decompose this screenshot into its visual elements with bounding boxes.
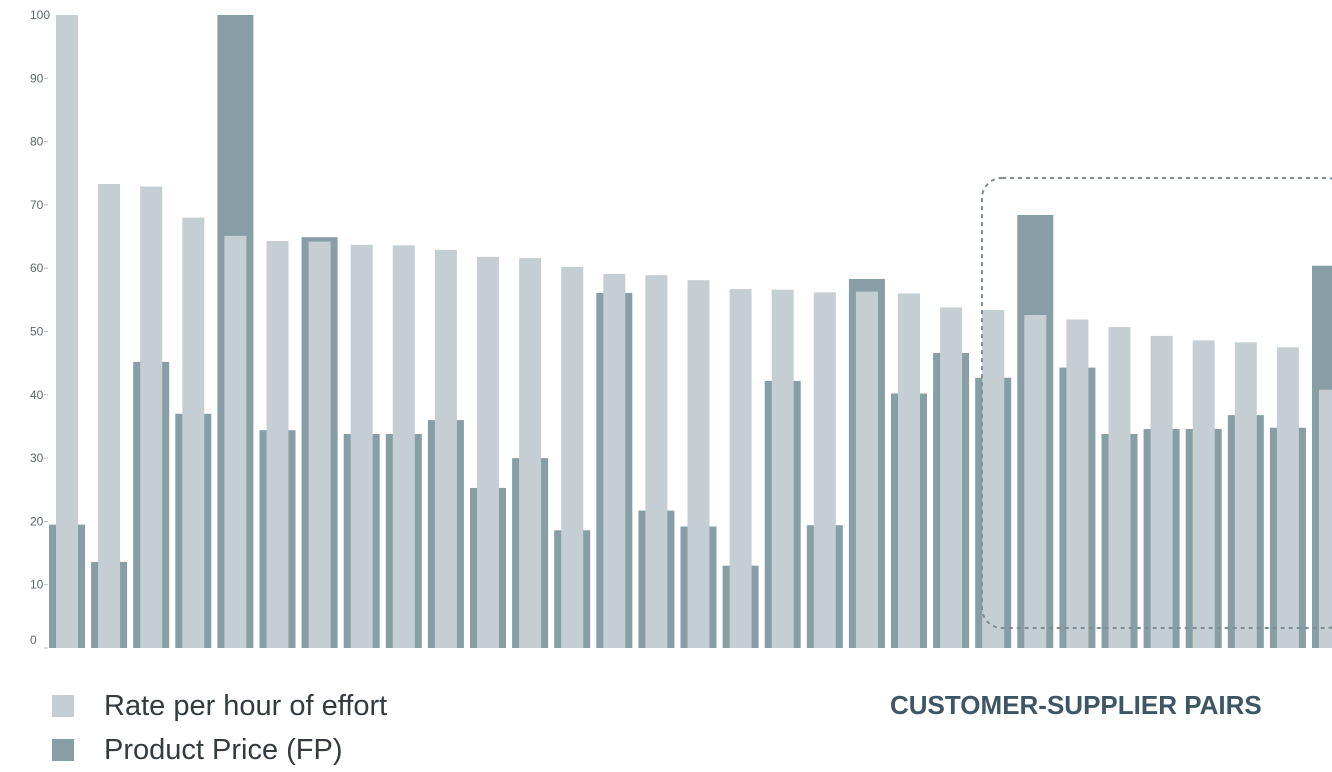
legend-swatch-price [52, 739, 74, 761]
bar-rate-per-hour [813, 292, 836, 648]
bar-rate-per-hour [308, 241, 331, 648]
bar-rate-per-hour [266, 241, 289, 648]
y-tick-label: 100 [30, 8, 50, 22]
y-tick-label: 70 [30, 198, 44, 212]
bar-rate-per-hour [898, 293, 920, 648]
y-tick-label: 30 [30, 451, 44, 465]
bar-rate-per-hour [1192, 340, 1215, 648]
bar-rate-per-hour [982, 310, 1005, 648]
y-tick-label: 50 [30, 325, 44, 339]
bar-rate-per-hour [434, 249, 457, 649]
y-tick-label: 10 [30, 578, 44, 592]
bar-rate-per-hour [603, 273, 626, 648]
bar-series [49, 15, 1332, 649]
bar-rate-per-hour [392, 245, 415, 648]
bar-rate-per-hour [140, 186, 163, 648]
customer-supplier-pairs-highlight-box [981, 177, 1332, 629]
bar-rate-per-hour [1319, 389, 1332, 648]
y-tick-label: 0 [30, 633, 37, 647]
y-tick-label: 20 [30, 514, 44, 528]
bar-rate-per-hour [687, 280, 710, 648]
bar-rate-per-hour [855, 291, 878, 648]
y-tick-label: 60 [30, 261, 44, 275]
bar-rate-per-hour [561, 266, 584, 648]
bar-rate-per-hour [224, 235, 247, 648]
y-tick-label: 90 [30, 71, 44, 85]
legend: Rate per hour of effort Product Price (F… [52, 684, 387, 772]
bar-rate-per-hour [1024, 315, 1047, 648]
y-tick-label: 80 [30, 135, 44, 149]
bar-rate-per-hour [98, 184, 121, 648]
bar-rate-per-hour [1066, 319, 1089, 648]
bar-rate-per-hour [645, 275, 668, 648]
y-axis-ticks: 0 10 20 30 40 50 60 70 80 90 100 [30, 8, 50, 649]
legend-label-rate: Rate per hour of effort [104, 689, 388, 722]
bar-rate-per-hour [182, 217, 205, 648]
legend-item-price: Product Price (FP) [52, 728, 387, 772]
bar-rate-per-hour [350, 244, 373, 649]
bar-rate-per-hour [1234, 342, 1257, 648]
customer-supplier-pairs-label: CUSTOMER-SUPPLIER PAIRS [890, 690, 1262, 720]
legend-item-rate: Rate per hour of effort [52, 684, 387, 728]
bar-rate-per-hour [771, 289, 794, 648]
legend-swatch-rate [52, 695, 74, 717]
bar-rate-per-hour [519, 258, 542, 648]
bar-rate-per-hour [477, 256, 499, 648]
bar-chart: 0 10 20 30 40 50 60 70 80 90 100 [30, 8, 1332, 649]
y-tick-label: 40 [30, 388, 44, 402]
bar-rate-per-hour [56, 15, 78, 648]
bar-rate-per-hour [1108, 327, 1131, 648]
bar-rate-per-hour [940, 307, 963, 648]
legend-label-price: Product Price (FP) [104, 733, 343, 766]
bar-rate-per-hour [1150, 335, 1173, 648]
bar-rate-per-hour [1276, 347, 1299, 648]
bar-rate-per-hour [729, 289, 752, 648]
